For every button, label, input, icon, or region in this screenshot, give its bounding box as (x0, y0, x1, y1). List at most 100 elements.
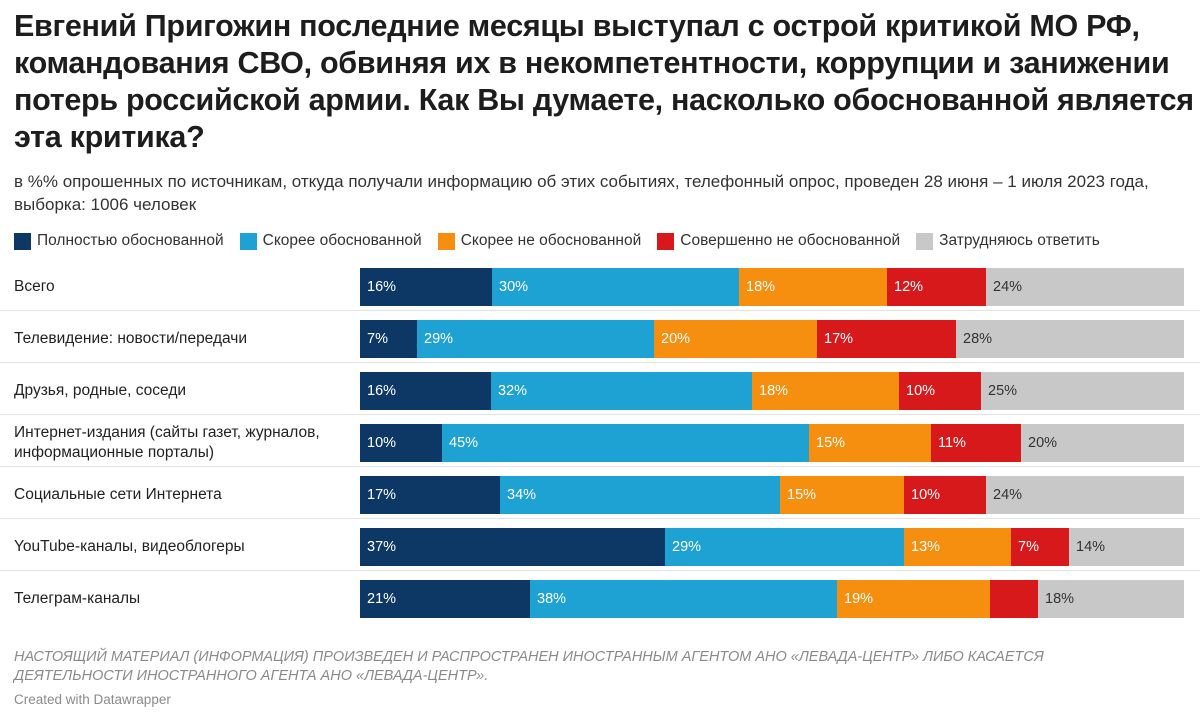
data-label: 18% (1045, 591, 1075, 607)
bar-segment: 10% (904, 476, 986, 514)
bar-segment: 19% (837, 580, 990, 618)
bar-segment: 17% (817, 320, 956, 358)
chart-row: Социальные сети Интернета 17% 34% 15% 10% 24% (0, 470, 1200, 520)
category-label: YouTube-каналы, видеоблогеры (14, 538, 245, 555)
legend-swatch (14, 232, 31, 250)
bar-segment: 25% (981, 372, 1184, 410)
chart-row: Интернет-издания (сайты газет, журналов,… (0, 418, 1200, 468)
data-label: 29% (672, 539, 702, 555)
bar-segment: 11% (931, 424, 1021, 462)
category-label: Друзья, родные, соседи (14, 382, 187, 399)
data-label: 10% (906, 383, 936, 399)
bar-segment (990, 580, 1038, 618)
data-label: 10% (911, 487, 941, 503)
data-label: 15% (787, 487, 817, 503)
data-label: 17% (824, 331, 854, 347)
bar-segment: 17% (360, 476, 500, 514)
bar-segment: 30% (492, 268, 739, 306)
chart-row: Друзья, родные, соседи 16% 32% 18% 10% 25% (0, 366, 1200, 416)
data-label: 11% (938, 435, 966, 451)
legend-label: Затрудняюсь ответить (939, 232, 1100, 249)
bar-segment: 45% (442, 424, 809, 462)
legend-swatch (239, 232, 257, 250)
legend-swatch (437, 232, 455, 250)
data-label: 20% (1028, 435, 1058, 451)
data-label: 28% (963, 331, 993, 347)
legend-swatch (916, 232, 934, 250)
bar-segment: 24% (986, 268, 1184, 306)
chart-row: Телеграм-каналы 21% 38% 19% 18% (0, 574, 1200, 624)
data-label: 7% (1018, 539, 1039, 555)
row-separator (0, 570, 1200, 571)
bar-segment: 28% (956, 320, 1184, 358)
bar-segment: 12% (887, 268, 986, 306)
data-label: 15% (816, 435, 846, 451)
data-label: 24% (993, 487, 1023, 503)
data-label: 29% (424, 331, 454, 347)
legend-label: Скорее не обоснованной (460, 232, 642, 249)
stacked-bar: 37% 29% 13% 7% 14% (360, 528, 1184, 566)
category-label: Социальные сети Интернета (14, 486, 222, 503)
data-label: 7% (367, 331, 388, 347)
bar-segment: 10% (360, 424, 442, 462)
stacked-bar: 16% 32% 18% 10% 25% (360, 372, 1184, 410)
category-label: Всего (14, 278, 55, 295)
data-label: 30% (499, 279, 529, 295)
chart-row: Телевидение: новости/передачи 7% 29% 20% 17%… (0, 314, 1200, 364)
bar-segment: 38% (530, 580, 837, 618)
data-label: 24% (993, 279, 1023, 295)
data-label: 12% (894, 279, 924, 295)
data-label: 38% (537, 591, 567, 607)
row-separator (0, 362, 1200, 363)
row-separator (0, 414, 1200, 415)
data-label: 18% (746, 279, 776, 295)
bar-segment: 24% (986, 476, 1184, 514)
stacked-bar: 16% 30% 18% 12% 24% (360, 268, 1184, 306)
chart-row: YouTube-каналы, видеоблогеры 37% 29% 13% 7% 1… (0, 522, 1200, 572)
bar-segment: 7% (1011, 528, 1069, 566)
data-label: 37% (367, 539, 397, 555)
stacked-bar: 21% 38% 19% 18% (360, 580, 1184, 618)
data-label: 16% (367, 383, 397, 399)
legend-item: Скорее обоснованной (239, 232, 422, 250)
data-label: 17% (367, 487, 397, 503)
category-label: Интернет-издания (сайты газет, журналов,… (14, 424, 320, 461)
legend-label: Полностью обоснованной (37, 232, 224, 249)
data-label: 18% (759, 383, 789, 399)
category-label: Телеграм-каналы (14, 590, 141, 607)
stacked-bar: 17% 34% 15% 10% 24% (360, 476, 1184, 514)
foreign-agent-notice: НАСТОЯЩИЙ МАТЕРИАЛ (ИНФОРМАЦИЯ) ПРОИЗВЕД… (14, 649, 1044, 684)
bar-segment: 15% (780, 476, 904, 514)
row-separator (0, 466, 1200, 467)
bar-segment: 18% (1038, 580, 1184, 618)
bar-segment: 14% (1069, 528, 1184, 566)
bar-segment: 15% (809, 424, 931, 462)
data-label: 16% (367, 279, 397, 295)
stacked-bar: 7% 29% 20% 17% 28% (360, 320, 1184, 358)
data-label: 45% (449, 435, 479, 451)
row-separator (0, 310, 1200, 311)
bar-segment: 29% (417, 320, 654, 358)
legend-item: Затрудняюсь ответить (916, 232, 1100, 250)
legend-label: Скорее обоснованной (262, 232, 422, 249)
data-label: 14% (1076, 539, 1106, 555)
legend-item: Скорее не обоснованной (437, 232, 642, 250)
bar-segment: 16% (360, 372, 491, 410)
chart-title: Евгений Пригожин последние месяцы выступ… (14, 9, 1194, 154)
legend-label: Совершенно не обоснованной (680, 232, 901, 249)
bar-segment: 20% (654, 320, 817, 358)
bar-segment: 20% (1021, 424, 1184, 462)
stacked-bar: 10% 45% 15% 11% 20% (360, 424, 1184, 462)
bar-segment: 18% (752, 372, 899, 410)
category-label: Телевидение: новости/передачи (14, 330, 248, 347)
data-label: 21% (367, 591, 397, 607)
bar-segment: 18% (739, 268, 887, 306)
chart-subtitle: в %% опрошенных по источникам, откуда по… (14, 172, 1149, 214)
chart-legend: Полностью обоснованной Скорее обоснованно… (14, 230, 1194, 252)
data-label: 19% (844, 591, 874, 607)
row-separator (0, 518, 1200, 519)
data-label: 13% (911, 539, 941, 555)
bar-segment: 29% (665, 528, 904, 566)
data-label: 32% (498, 383, 528, 399)
